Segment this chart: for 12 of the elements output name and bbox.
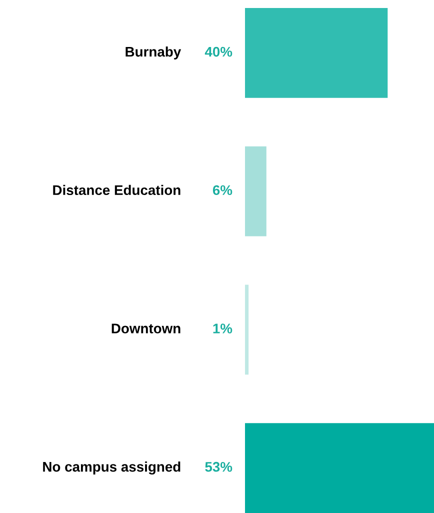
data-label: 53% <box>205 462 232 472</box>
data-label: 40% <box>204 46 232 57</box>
data-label: 6% <box>212 185 232 196</box>
bar <box>245 284 249 375</box>
y-tick-label: Burnaby <box>126 46 182 60</box>
bar <box>245 146 266 236</box>
y-tick-label: No campus assigned <box>43 462 180 475</box>
bar <box>245 423 434 513</box>
bar <box>245 8 388 98</box>
y-tick-label: Downtown <box>112 324 180 334</box>
y-tick-label: Distance Education <box>53 184 180 196</box>
data-label: 1% <box>213 324 232 334</box>
